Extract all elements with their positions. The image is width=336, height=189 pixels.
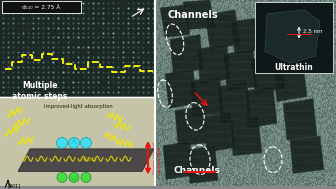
Polygon shape [175,106,207,146]
Polygon shape [250,54,285,94]
Polygon shape [217,82,251,123]
Polygon shape [245,87,277,128]
Polygon shape [165,69,197,108]
FancyBboxPatch shape [1,2,81,13]
Polygon shape [183,0,215,29]
Polygon shape [290,136,324,174]
Polygon shape [273,62,307,101]
Bar [0,97,155,186]
Text: Improved-light absorption: Improved-light absorption [44,104,112,108]
Bar [255,2,333,73]
Polygon shape [160,5,190,37]
Text: Ultrathin: Ultrathin [275,63,313,71]
Circle shape [56,138,68,148]
Polygon shape [263,25,297,64]
Polygon shape [203,112,235,152]
Circle shape [69,173,79,182]
Text: d₁₁₀ = 2.75 Å: d₁₁₀ = 2.75 Å [22,5,60,10]
Polygon shape [230,116,262,156]
Text: Multiple
atomic steps: Multiple atomic steps [12,81,68,101]
Polygon shape [230,18,263,54]
Polygon shape [197,44,230,84]
Text: Channels: Channels [168,10,218,20]
Bar [0,0,155,97]
Bar [155,0,336,186]
Circle shape [69,138,80,148]
Circle shape [57,173,67,182]
Polygon shape [190,77,223,116]
Polygon shape [18,149,154,172]
Text: 2.5 nm: 2.5 nm [303,29,323,34]
Polygon shape [283,99,317,140]
Text: Channels: Channels [174,167,220,176]
Text: Strong internal
electric field: Strong internal electric field [153,142,162,174]
Polygon shape [223,49,257,91]
Polygon shape [205,10,240,49]
Text: [001]: [001] [8,183,21,188]
Polygon shape [265,10,320,63]
Circle shape [81,173,91,182]
Text: (001): (001) [83,157,97,162]
Polygon shape [163,141,193,179]
Polygon shape [187,146,218,183]
Circle shape [81,138,91,148]
Polygon shape [170,35,203,74]
